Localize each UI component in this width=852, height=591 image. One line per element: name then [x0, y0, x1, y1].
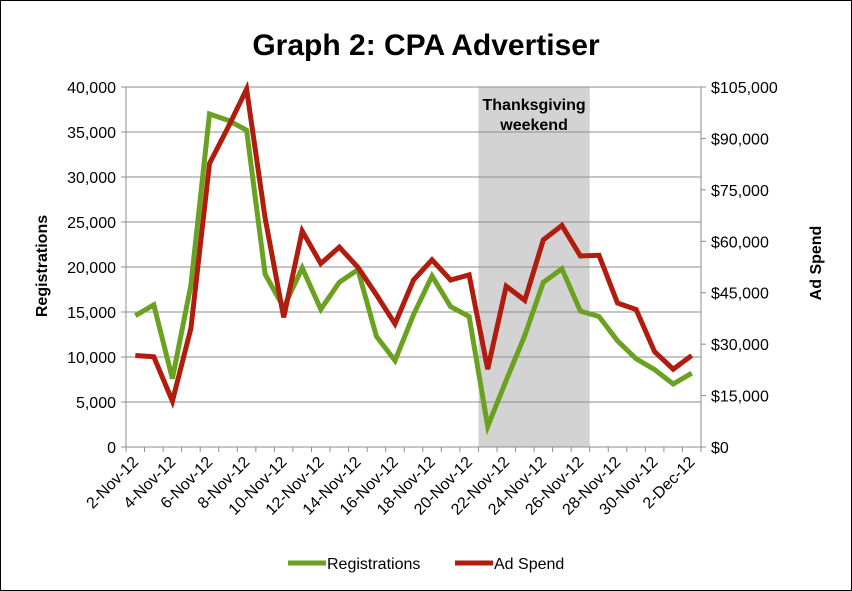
y2-tick-label: $15,000: [711, 389, 769, 406]
y-tick-label: 5,000: [76, 395, 116, 412]
legend-label: Registrations: [327, 556, 420, 573]
y2-tick-label: $75,000: [711, 183, 769, 200]
chart-title: Graph 2: CPA Advertiser: [252, 29, 600, 62]
y2-tick-label: $30,000: [711, 337, 769, 354]
series-lines: [134, 80, 694, 436]
legend: Registrations Ad Spend: [288, 556, 564, 573]
y-tick-label: 40,000: [67, 80, 116, 97]
y-tick-label: 0: [107, 440, 116, 457]
y2-tick-label: $45,000: [711, 286, 769, 303]
y-tick-label: 20,000: [67, 260, 116, 277]
y2-tick-label: $60,000: [711, 234, 769, 251]
y2-axis-title: Ad Spend: [808, 226, 825, 301]
y-axis-title: Registrations: [34, 215, 51, 317]
y-tick-label: 30,000: [67, 170, 116, 187]
y2-tick-label: $105,000: [711, 80, 778, 97]
series-line-registrations: [134, 110, 693, 436]
series-line-ad-spend: [135, 80, 694, 409]
y-tick-label: 25,000: [67, 215, 116, 232]
legend-label: Ad Spend: [494, 556, 564, 573]
y2-tick-label: $90,000: [711, 131, 769, 148]
thanksgiving-annotation: Thanksgiving weekend: [483, 97, 586, 134]
y-tick-label: 10,000: [67, 350, 116, 367]
gridlines: [126, 86, 701, 448]
annotation-label: weekend: [499, 117, 568, 134]
y-tick-label: 15,000: [67, 305, 116, 322]
annotation-label: Thanksgiving: [483, 97, 586, 114]
y-tick-label: 35,000: [67, 125, 116, 142]
y2-tick-label: $0: [711, 440, 729, 457]
